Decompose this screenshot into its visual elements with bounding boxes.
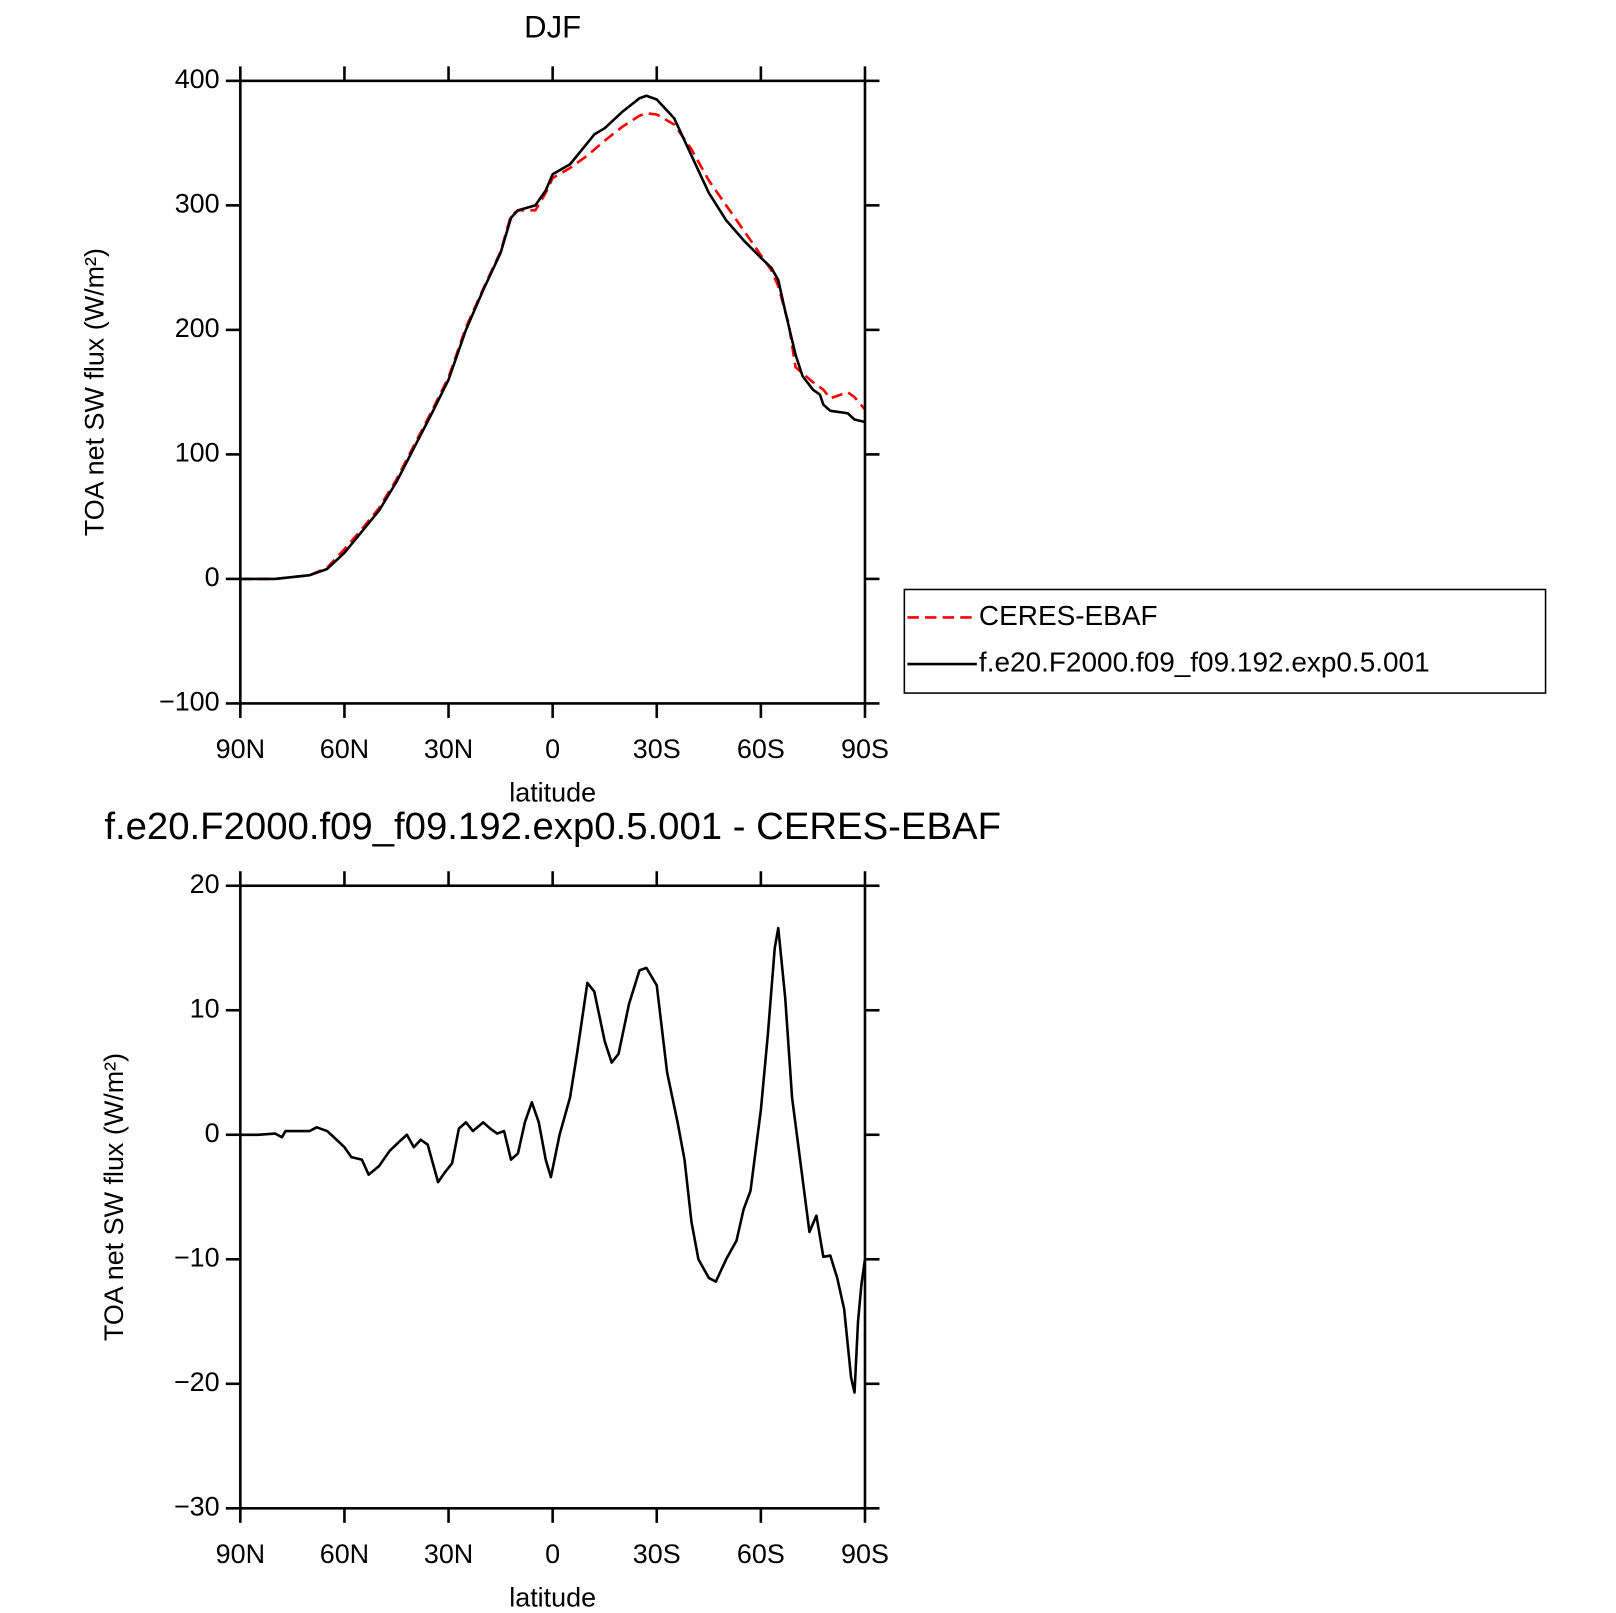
x-tick-label: 60N (320, 734, 369, 764)
plot-frame (239, 79, 867, 705)
y-tick-label: 10 (190, 993, 220, 1023)
chart-title: f.e20.F2000.f09_f09.192.exp0.5.001 - CER… (104, 805, 1001, 848)
x-tick-label: 60N (320, 1539, 369, 1569)
y-tick-label: 200 (175, 313, 220, 343)
x-axis-label: latitude (509, 778, 596, 808)
x-tick-label: 90N (216, 1539, 265, 1569)
y-axis-label: TOA net SW flux (W/m²) (99, 1053, 129, 1341)
y-tick-label: −10 (174, 1242, 220, 1272)
x-tick-label: 30N (424, 1539, 473, 1569)
y-tick-label: 300 (175, 188, 220, 218)
x-tick-label: 90N (216, 734, 265, 764)
x-tick-label: 0 (545, 1539, 560, 1569)
legend-box (903, 588, 1547, 694)
x-tick-label: 30S (633, 1539, 681, 1569)
data-line (240, 94, 866, 581)
x-tick-label: 30N (424, 734, 473, 764)
y-tick-label: 100 (175, 438, 220, 468)
data-line (240, 111, 866, 581)
y-tick-label: −100 (159, 687, 220, 717)
y-axis-label: TOA net SW flux (W/m²) (79, 248, 109, 536)
x-axis-label: latitude (509, 1583, 596, 1613)
y-tick-label: 0 (205, 1118, 220, 1148)
y-tick-label: 0 (205, 562, 220, 592)
y-tick-label: 400 (175, 64, 220, 94)
x-tick-label: 60S (737, 734, 785, 764)
legend-label: f.e20.F2000.f09_f09.192.exp0.5.001 (979, 646, 1430, 677)
legend-label: CERES-EBAF (979, 600, 1158, 631)
y-tick-label: 20 (190, 869, 220, 899)
x-tick-label: 60S (737, 1539, 785, 1569)
y-tick-label: −30 (174, 1491, 220, 1521)
chart-title: DJF (524, 9, 581, 44)
y-tick-label: −20 (174, 1367, 220, 1397)
data-line (240, 926, 867, 1394)
x-tick-label: 0 (545, 734, 560, 764)
x-tick-label: 30S (633, 734, 681, 764)
plot-frame (239, 884, 867, 1510)
x-tick-label: 90S (841, 1539, 889, 1569)
x-tick-label: 90S (841, 734, 889, 764)
